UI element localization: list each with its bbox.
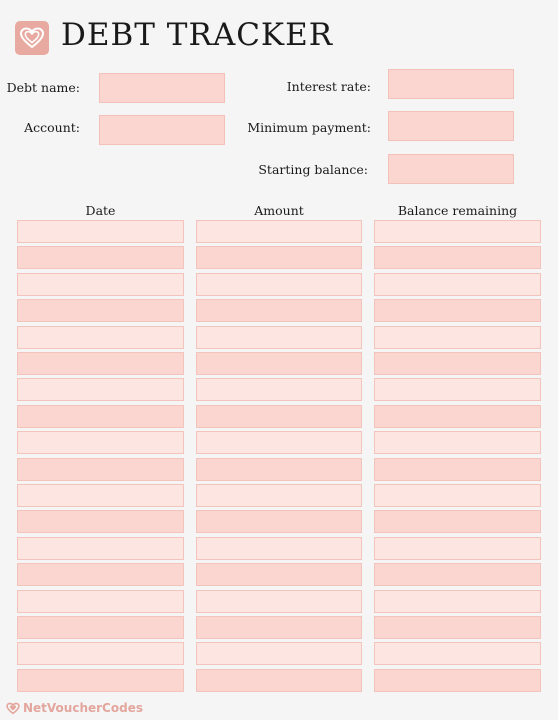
minimum-payment-label: Minimum payment: xyxy=(247,120,371,135)
balance-cell[interactable] xyxy=(374,669,541,692)
heart-icon xyxy=(6,702,20,714)
date-cell[interactable] xyxy=(17,273,184,296)
footer-brand: NetVoucherCodes xyxy=(6,701,143,715)
amount-cell[interactable] xyxy=(196,220,362,243)
minimum-payment-field[interactable] xyxy=(388,111,514,141)
date-cell[interactable] xyxy=(17,405,184,428)
amount-cell[interactable] xyxy=(196,484,362,507)
balance-cell[interactable] xyxy=(374,510,541,533)
amount-cell[interactable] xyxy=(196,642,362,665)
amount-cell[interactable] xyxy=(196,299,362,322)
date-cell[interactable] xyxy=(17,563,184,586)
balance-cell[interactable] xyxy=(374,458,541,481)
amount-cell[interactable] xyxy=(196,273,362,296)
date-cell[interactable] xyxy=(17,669,184,692)
balance-cell[interactable] xyxy=(374,484,541,507)
date-cell[interactable] xyxy=(17,616,184,639)
date-cell[interactable] xyxy=(17,458,184,481)
amount-cell[interactable] xyxy=(196,246,362,269)
account-field[interactable] xyxy=(99,115,225,145)
date-cell[interactable] xyxy=(17,590,184,613)
balance-cell[interactable] xyxy=(374,326,541,349)
account-label: Account: xyxy=(24,120,80,135)
balance-cell[interactable] xyxy=(374,378,541,401)
balance-cell[interactable] xyxy=(374,352,541,375)
date-cell[interactable] xyxy=(17,352,184,375)
balance-cell[interactable] xyxy=(374,590,541,613)
amount-cell[interactable] xyxy=(196,563,362,586)
balance-cell[interactable] xyxy=(374,246,541,269)
date-cell[interactable] xyxy=(17,220,184,243)
amount-cell[interactable] xyxy=(196,537,362,560)
date-cell[interactable] xyxy=(17,510,184,533)
date-cell[interactable] xyxy=(17,431,184,454)
balance-cell[interactable] xyxy=(374,642,541,665)
amount-cell[interactable] xyxy=(196,590,362,613)
amount-cell[interactable] xyxy=(196,458,362,481)
balance-cell[interactable] xyxy=(374,537,541,560)
amount-cell[interactable] xyxy=(196,669,362,692)
date-cell[interactable] xyxy=(17,246,184,269)
amount-cell[interactable] xyxy=(196,326,362,349)
date-cell[interactable] xyxy=(17,326,184,349)
date-cell[interactable] xyxy=(17,378,184,401)
amount-cell[interactable] xyxy=(196,352,362,375)
interest-rate-field[interactable] xyxy=(388,69,514,99)
balance-cell[interactable] xyxy=(374,431,541,454)
balance-cell[interactable] xyxy=(374,616,541,639)
balance-cell[interactable] xyxy=(374,220,541,243)
date-cell[interactable] xyxy=(17,299,184,322)
amount-cell[interactable] xyxy=(196,378,362,401)
column-header-balance-remaining: Balance remaining xyxy=(397,203,518,218)
starting-balance-field[interactable] xyxy=(388,154,514,184)
amount-cell[interactable] xyxy=(196,405,362,428)
date-cell[interactable] xyxy=(17,537,184,560)
amount-cell[interactable] xyxy=(196,431,362,454)
balance-cell[interactable] xyxy=(374,563,541,586)
balance-cell[interactable] xyxy=(374,299,541,322)
balance-cell[interactable] xyxy=(374,273,541,296)
debt-name-field[interactable] xyxy=(99,73,225,103)
starting-balance-label: Starting balance: xyxy=(258,162,368,177)
brand-name: NetVoucherCodes xyxy=(23,701,143,715)
amount-cell[interactable] xyxy=(196,616,362,639)
logo xyxy=(15,21,49,55)
page-title: DEBT TRACKER xyxy=(61,17,334,53)
heart-icon xyxy=(19,27,45,49)
debt-name-label: Debt name: xyxy=(6,80,80,95)
amount-cell[interactable] xyxy=(196,510,362,533)
interest-rate-label: Interest rate: xyxy=(286,79,371,94)
column-header-date: Date xyxy=(85,203,116,218)
date-cell[interactable] xyxy=(17,484,184,507)
column-header-amount: Amount xyxy=(254,203,304,218)
balance-cell[interactable] xyxy=(374,405,541,428)
date-cell[interactable] xyxy=(17,642,184,665)
